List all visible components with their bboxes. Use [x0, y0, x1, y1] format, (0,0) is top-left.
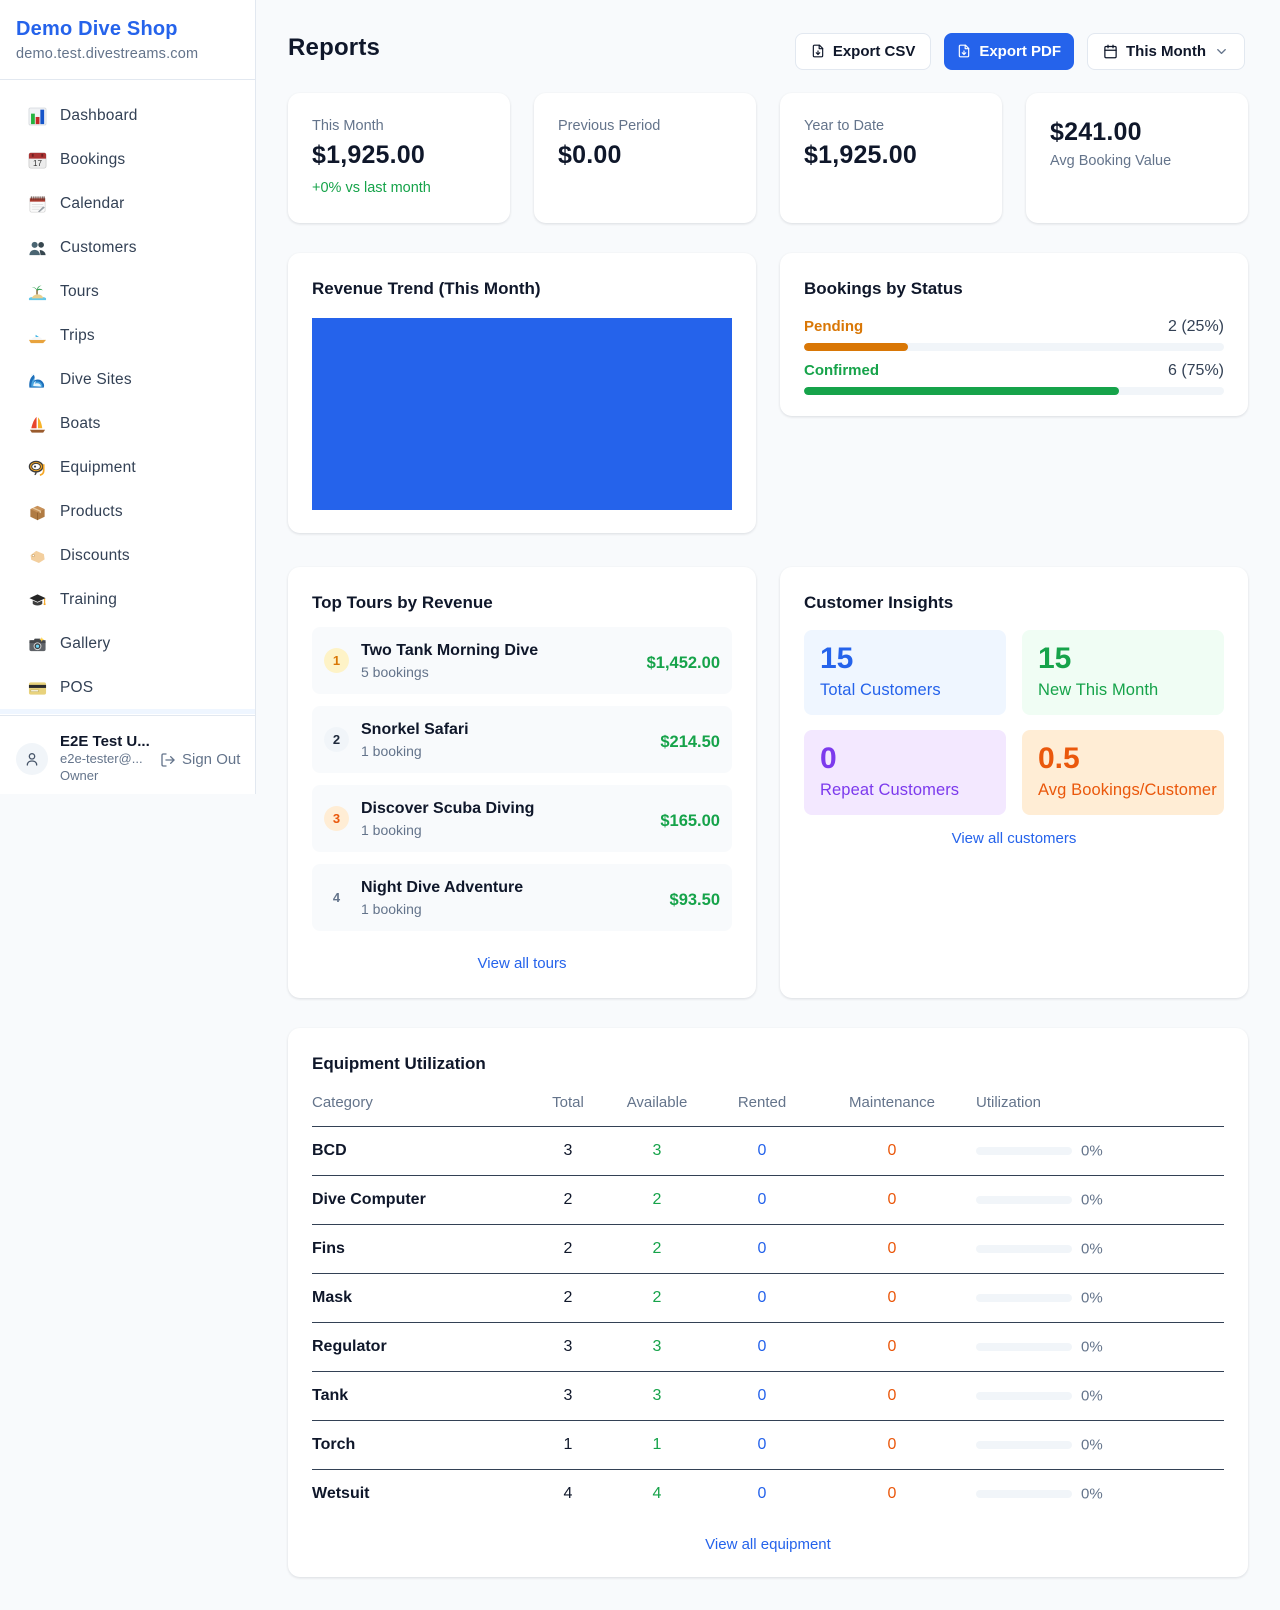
svg-text:17: 17: [33, 159, 42, 168]
